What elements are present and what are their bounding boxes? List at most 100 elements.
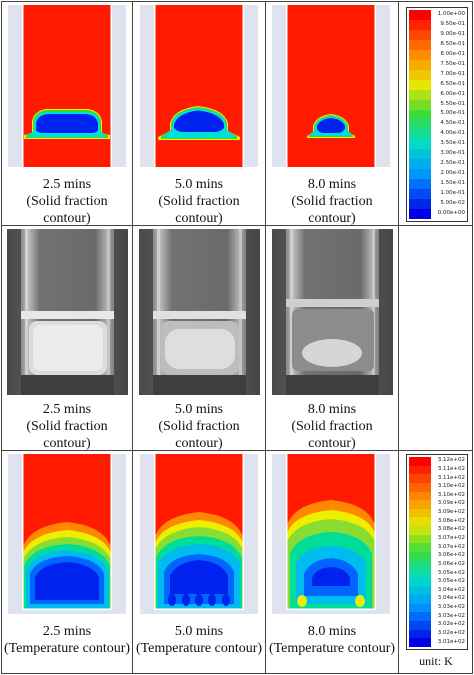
temperature-legend-swatch — [409, 500, 431, 509]
temperature-legend-entry: 3.10e+02 — [407, 491, 467, 501]
table-border-right — [472, 1, 473, 673]
caption-label-2: contour) — [308, 211, 356, 226]
caption-label-2: contour) — [308, 436, 356, 451]
temperature-legend-tick-label: 3.02e+02 — [437, 621, 465, 628]
solid-fraction-legend-tick-label: 1.50e-01 — [440, 180, 465, 187]
temperature-legend-entry: 3.02e+02 — [407, 629, 467, 639]
solid-fraction-legend-tick-label: 0.00e+00 — [437, 210, 465, 217]
temperature-color-legend: 3.12e+02 3.11e+02 3.11e+02 3.10e+02 3.10e+02… — [406, 454, 468, 650]
temperature-legend-tick-label: 3.09e+02 — [437, 509, 465, 516]
solid-fraction-legend-swatch — [409, 179, 431, 190]
solid-fraction-legend-entry: 5.00e-02 — [407, 199, 467, 210]
solid-fraction-legend-tick-label: 7.00e-01 — [440, 70, 465, 77]
solid-fraction-legend-entry: 6.00e-01 — [407, 89, 467, 100]
caption-time: 8.0 mins — [307, 402, 357, 417]
caption-row1-col2: 5.0 mins (Solid fraction contour) — [133, 176, 265, 227]
solid-fraction-legend-entry: 3.00e-01 — [407, 149, 467, 160]
caption-label: (Solid fraction — [26, 419, 108, 434]
temperature-unit-label: unit: K — [419, 654, 453, 668]
temperature-legend-swatch — [409, 508, 431, 518]
solid-fraction-legend-swatch — [409, 209, 431, 219]
caption-label: (Solid fraction — [158, 419, 240, 434]
temperature-legend-swatch — [409, 526, 431, 535]
caption-time: 5.0 mins — [174, 624, 224, 639]
solid-fraction-legend-entry: 1.00e-01 — [407, 189, 467, 200]
temperature-legend-tick-label: 3.01e+02 — [437, 638, 465, 645]
temperature-legend-entry: 3.04e+02 — [407, 586, 467, 596]
caption-time: 8.0 mins — [307, 177, 357, 192]
solid-fraction-legend-swatch — [409, 19, 431, 30]
solid-fraction-contour-5-0 — [140, 5, 258, 167]
solid-fraction-legend-swatch — [409, 39, 431, 50]
temperature-legend-swatch — [409, 534, 431, 544]
temperature-legend-tick-label: 3.06e+02 — [437, 552, 465, 559]
solid-fraction-legend-entry: 9.00e-01 — [407, 29, 467, 40]
temperature-legend-tick-label: 3.10e+02 — [437, 483, 465, 490]
solid-fraction-legend-tick-label: 8.50e-01 — [440, 40, 465, 47]
temperature-legend-tick-label: 3.05e+02 — [437, 578, 465, 585]
temperature-legend-entry: 3.04e+02 — [407, 595, 467, 604]
caption-row1-col1: 2.5 mins (Solid fraction contour) — [2, 176, 132, 227]
solid-fraction-legend-tick-label: 5.00e-01 — [440, 110, 465, 117]
solid-fraction-legend-entry: 7.00e-01 — [407, 69, 467, 80]
solid-fraction-legend-swatch — [409, 99, 431, 110]
temperature-legend-entry: 3.06e+02 — [407, 552, 467, 561]
table-border-top — [1, 1, 473, 2]
temperature-legend-entry: 3.06e+02 — [407, 560, 467, 570]
temperature-legend-tick-label: 3.09e+02 — [437, 500, 465, 507]
caption-label-2: contour) — [43, 211, 91, 226]
solid-fraction-legend-swatch — [409, 149, 431, 160]
temperature-legend-tick-label: 3.03e+02 — [437, 604, 465, 611]
solid-fraction-legend-tick-label: 6.50e-01 — [440, 80, 465, 87]
table-border-bottom — [1, 673, 473, 674]
temperature-legend-swatch — [409, 482, 431, 492]
temperature-legend-entry: 3.01e+02 — [407, 638, 467, 647]
temperature-legend-entry: 3.05e+02 — [407, 569, 467, 578]
caption-label-2: contour) — [175, 211, 223, 226]
solid-fraction-legend-entry: 1.00e+00 — [407, 10, 467, 20]
caption-row2-col1: 2.5 mins (Solid fraction contour) — [2, 401, 132, 452]
temperature-legend-entry: 3.08e+02 — [407, 517, 467, 527]
solid-fraction-legend-entry: 4.50e-01 — [407, 119, 467, 130]
column-divider — [265, 1, 266, 673]
solid-fraction-legend-swatch — [409, 89, 431, 100]
temperature-legend-tick-label: 3.11e+02 — [437, 474, 465, 481]
solid-fraction-legend-swatch — [409, 169, 431, 180]
caption-time: 2.5 mins — [42, 624, 92, 639]
caption-time: 5.0 mins — [174, 177, 224, 192]
column-divider — [398, 1, 399, 673]
temperature-legend-swatch — [409, 569, 431, 578]
solid-fraction-legend-swatch — [409, 59, 431, 70]
caption-label: (Temperature contour) — [135, 641, 263, 656]
solid-fraction-legend-swatch — [409, 29, 431, 40]
solid-fraction-contour-2-5 — [8, 5, 126, 167]
temperature-legend-swatch — [409, 552, 431, 561]
caption-row1-col3: 8.0 mins (Solid fraction contour) — [266, 176, 398, 227]
temperature-legend-swatch — [409, 543, 431, 552]
caption-label: (Solid fraction — [291, 194, 373, 209]
temperature-legend-entry: 3.11e+02 — [407, 474, 467, 483]
solid-fraction-legend-swatch — [409, 129, 431, 140]
temperature-legend-tick-label: 3.12e+02 — [437, 457, 465, 464]
caption-label: (Solid fraction — [291, 419, 373, 434]
solid-fraction-legend-tick-label: 2.50e-01 — [440, 160, 465, 167]
caption-label-2: contour) — [175, 436, 223, 451]
temperature-legend-entry: 3.09e+02 — [407, 508, 467, 518]
temperature-legend-swatch — [409, 629, 431, 639]
caption-row3-col1: 2.5 mins (Temperature contour) — [2, 623, 132, 657]
solid-fraction-legend-entry: 9.50e-01 — [407, 19, 467, 30]
caption-time: 5.0 mins — [174, 402, 224, 417]
temperature-legend-entry: 3.03e+02 — [407, 612, 467, 622]
caption-label-2: contour) — [43, 436, 91, 451]
solid-fraction-legend-entry: 0.00e+00 — [407, 209, 467, 219]
temperature-legend-tick-label: 3.05e+02 — [437, 569, 465, 576]
solid-fraction-legend-tick-label: 5.00e-02 — [440, 200, 465, 207]
column-divider — [132, 1, 133, 673]
caption-row3-col3: 8.0 mins (Temperature contour) — [266, 623, 398, 657]
solid-fraction-legend-entry: 2.00e-01 — [407, 169, 467, 180]
caption-label: (Temperature contour) — [268, 641, 396, 656]
temperature-legend-tick-label: 3.07e+02 — [437, 535, 465, 542]
solid-fraction-legend-tick-label: 8.00e-01 — [440, 50, 465, 57]
temperature-legend-swatch — [409, 612, 431, 622]
temperature-legend-swatch — [409, 586, 431, 596]
